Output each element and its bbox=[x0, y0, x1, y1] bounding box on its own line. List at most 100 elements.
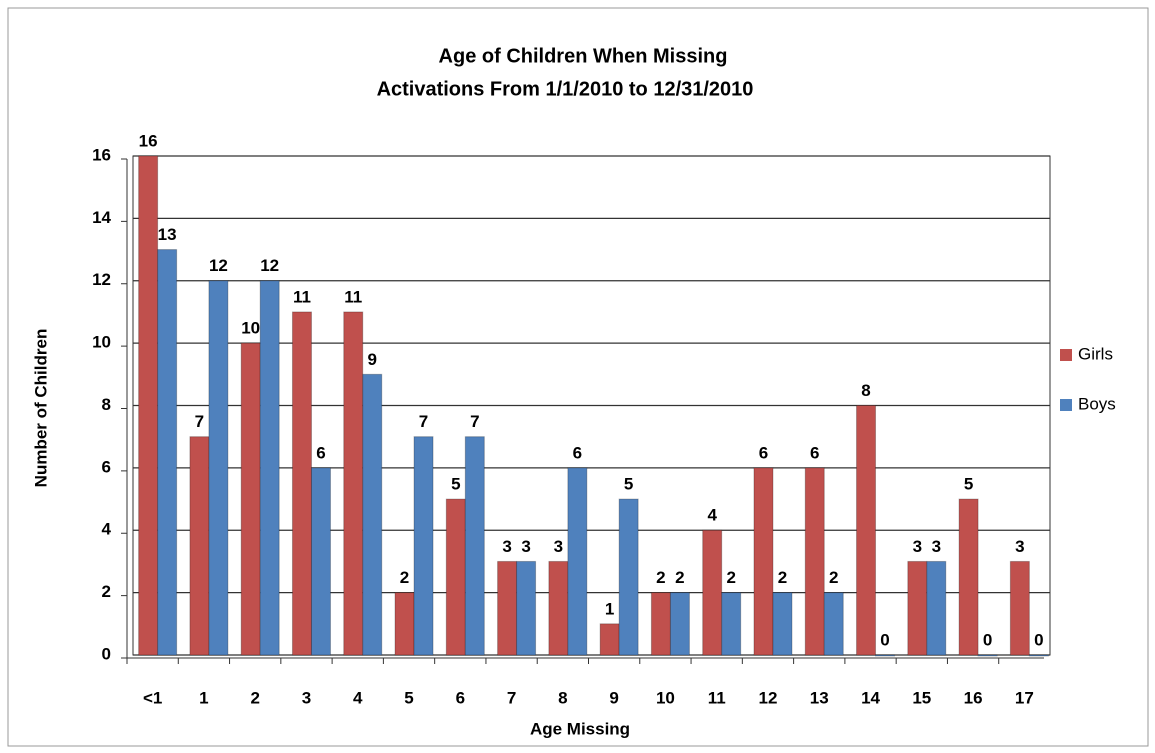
y-tick-label: 0 bbox=[102, 644, 111, 663]
legend-swatch bbox=[1060, 399, 1072, 411]
bar bbox=[721, 592, 742, 656]
y-tick-label: 8 bbox=[102, 395, 111, 414]
chart-title: Age of Children When Missing bbox=[439, 45, 728, 67]
bar bbox=[497, 560, 518, 656]
data-label: 5 bbox=[964, 475, 973, 494]
data-label: 2 bbox=[400, 568, 409, 587]
x-tick-label: 1 bbox=[199, 688, 208, 707]
y-tick-label: 4 bbox=[102, 520, 112, 539]
x-tick-label: 9 bbox=[609, 688, 618, 707]
bar bbox=[445, 498, 466, 656]
data-label: 12 bbox=[260, 256, 279, 275]
bar bbox=[669, 592, 690, 656]
chart-subtitle: Activations From 1/1/2010 to 12/31/2010 bbox=[377, 78, 754, 100]
bar bbox=[753, 467, 774, 656]
legend-swatch bbox=[1060, 349, 1072, 361]
data-label: 3 bbox=[932, 537, 941, 556]
bar bbox=[138, 155, 159, 656]
bar bbox=[599, 623, 620, 656]
data-label: 1 bbox=[605, 599, 614, 618]
bar bbox=[567, 467, 588, 656]
y-tick-label: 10 bbox=[92, 333, 111, 352]
data-label: 5 bbox=[451, 475, 460, 494]
data-label: 2 bbox=[726, 568, 735, 587]
data-label: 7 bbox=[195, 412, 204, 431]
bar bbox=[856, 405, 877, 656]
data-label: 3 bbox=[502, 537, 511, 556]
data-label: 3 bbox=[521, 537, 530, 556]
x-tick-label: 16 bbox=[964, 688, 983, 707]
bar bbox=[189, 436, 210, 656]
bar bbox=[804, 467, 825, 656]
data-label: 2 bbox=[675, 568, 684, 587]
data-label: 16 bbox=[139, 131, 158, 150]
bar bbox=[394, 592, 415, 656]
data-label: 6 bbox=[759, 443, 768, 462]
bar bbox=[823, 592, 844, 656]
bar bbox=[650, 592, 671, 656]
bar bbox=[1009, 560, 1030, 656]
data-label: 6 bbox=[316, 443, 325, 462]
bar bbox=[548, 560, 569, 656]
data-label: 0 bbox=[983, 630, 992, 649]
data-label: 2 bbox=[656, 568, 665, 587]
data-label: 11 bbox=[344, 287, 362, 306]
data-label: 6 bbox=[573, 443, 582, 462]
y-tick-label: 12 bbox=[92, 270, 111, 289]
data-label: 0 bbox=[880, 630, 889, 649]
data-label: 0 bbox=[1034, 630, 1043, 649]
bar bbox=[291, 311, 312, 656]
bar bbox=[1028, 654, 1049, 657]
data-label: 4 bbox=[707, 506, 717, 525]
x-tick-label: 2 bbox=[250, 688, 259, 707]
bar bbox=[702, 529, 723, 656]
data-label: 2 bbox=[778, 568, 787, 587]
legend-label: Girls bbox=[1078, 344, 1113, 363]
x-tick-label: 4 bbox=[353, 688, 363, 707]
bar bbox=[157, 249, 178, 656]
y-tick-label: 16 bbox=[92, 145, 111, 164]
x-tick-label: 3 bbox=[302, 688, 311, 707]
bar bbox=[958, 498, 979, 656]
bar bbox=[208, 280, 229, 656]
x-tick-label: 12 bbox=[759, 688, 778, 707]
bar bbox=[362, 373, 383, 656]
bar bbox=[772, 592, 793, 656]
data-label: 9 bbox=[368, 350, 377, 369]
data-label: 2 bbox=[829, 568, 838, 587]
x-axis-label: Age Missing bbox=[530, 719, 630, 738]
x-tick-label: 10 bbox=[656, 688, 675, 707]
y-axis-label: Number of Children bbox=[31, 329, 50, 488]
bar bbox=[240, 342, 261, 656]
bar bbox=[618, 498, 639, 656]
data-label: 3 bbox=[554, 537, 563, 556]
x-tick-label: 5 bbox=[404, 688, 413, 707]
data-label: 8 bbox=[861, 381, 870, 400]
bar bbox=[259, 280, 280, 656]
data-label: 11 bbox=[293, 287, 311, 306]
x-tick-label: 7 bbox=[507, 688, 516, 707]
x-tick-label: 11 bbox=[708, 688, 726, 707]
data-label: 3 bbox=[913, 537, 922, 556]
x-tick-label: 13 bbox=[810, 688, 829, 707]
data-label: 3 bbox=[1015, 537, 1024, 556]
y-tick-label: 14 bbox=[92, 208, 111, 227]
bar bbox=[413, 436, 434, 656]
data-label: 7 bbox=[419, 412, 428, 431]
bar bbox=[977, 654, 998, 657]
x-tick-label: 6 bbox=[456, 688, 465, 707]
data-label: 5 bbox=[624, 475, 633, 494]
bar bbox=[926, 560, 947, 656]
data-label: 10 bbox=[241, 319, 260, 338]
x-tick-label: 17 bbox=[1015, 688, 1034, 707]
x-tick-label: 8 bbox=[558, 688, 567, 707]
bar bbox=[875, 654, 896, 657]
data-label: 6 bbox=[810, 443, 819, 462]
x-tick-label: 14 bbox=[861, 688, 880, 707]
bar bbox=[907, 560, 928, 656]
y-tick-label: 2 bbox=[102, 582, 111, 601]
x-tick-label: <1 bbox=[143, 688, 162, 707]
x-tick-label: 15 bbox=[912, 688, 931, 707]
